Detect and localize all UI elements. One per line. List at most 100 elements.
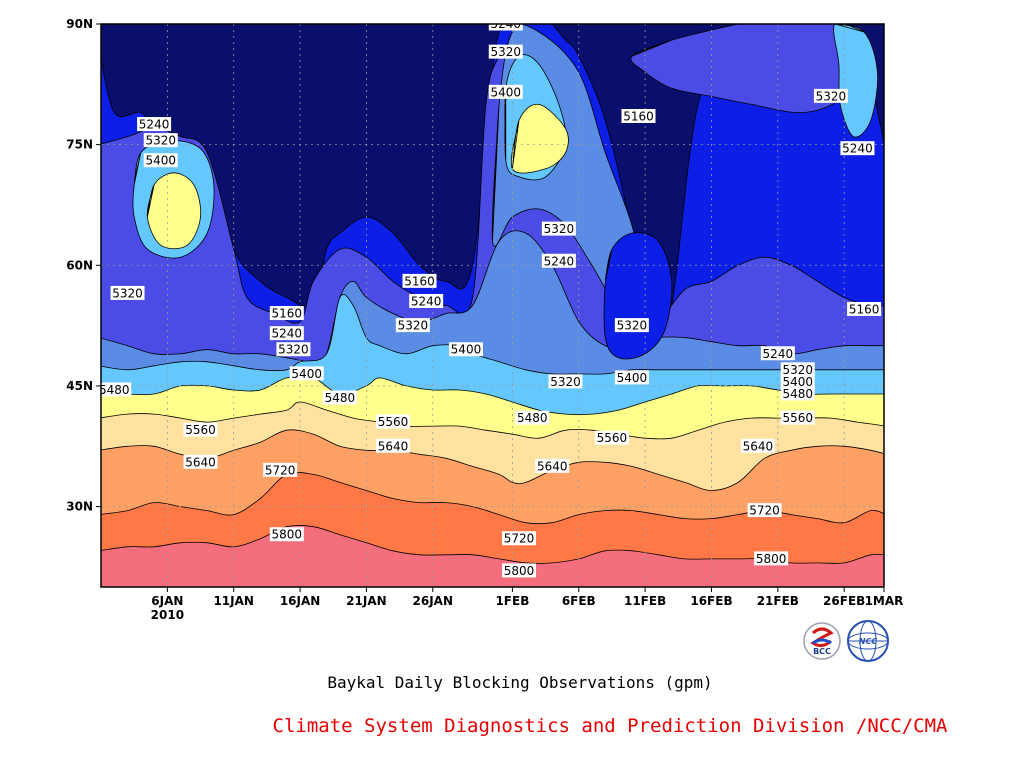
contour-label-5800: 5800 <box>754 551 789 566</box>
y-tick-label: 90N <box>66 17 93 31</box>
contour-label-5560: 5560 <box>183 422 218 437</box>
x-tick-label: 6FEB <box>562 594 596 608</box>
contour-label-5160: 5160 <box>621 108 656 123</box>
contour-label-box <box>535 458 570 473</box>
contour-label-text: 5320 <box>398 319 429 333</box>
contour-label-5240: 5240 <box>840 141 875 156</box>
contour-label-box <box>183 422 218 437</box>
ncc-logo: NCC <box>847 620 889 662</box>
contour-label-box <box>143 153 178 168</box>
contour-label-5160: 5160 <box>269 306 304 321</box>
contour-label-5800: 5800 <box>502 563 537 578</box>
contour-label-box <box>541 221 576 236</box>
contour-label-5400: 5400 <box>448 342 483 357</box>
contour-label-box <box>614 318 649 333</box>
contour-label-box <box>541 253 576 268</box>
contour-label-5640: 5640 <box>375 438 410 453</box>
contour-label-text: 5240 <box>763 347 794 361</box>
x-tick-label: 11FEB <box>624 594 666 608</box>
contour-label-5320: 5320 <box>143 133 178 148</box>
x-tick-label: 1FEB <box>495 594 529 608</box>
contour-label-5400: 5400 <box>614 370 649 385</box>
contour-label-5240: 5240 <box>760 346 795 361</box>
contour-label-box <box>760 346 795 361</box>
contour-label-5640: 5640 <box>535 458 570 473</box>
contour-label-text: 5240 <box>139 118 170 132</box>
contour-label-box <box>183 454 218 469</box>
contour-label-text: 5640 <box>743 439 774 453</box>
contour-label-box <box>847 302 882 317</box>
contour-label-5480: 5480 <box>780 386 815 401</box>
contour-label-box <box>137 117 172 132</box>
chart-caption: Baykal Daily Blocking Observations (gpm) <box>327 673 712 692</box>
contour-label-text: 5240 <box>272 327 303 341</box>
contour-label-box <box>409 293 444 308</box>
contour-label-box <box>780 410 815 425</box>
contour-label-box <box>289 366 324 381</box>
contour-label-box <box>594 430 629 445</box>
contour-label-text: 5800 <box>756 552 787 566</box>
contour-label-box <box>101 382 132 397</box>
x-tick-label: 1MAR <box>865 594 904 608</box>
contour-label-text: 5320 <box>278 343 309 357</box>
contour-label-5240: 5240 <box>269 326 304 341</box>
contour-label-text: 5720 <box>504 532 535 546</box>
contour-label-box <box>263 462 298 477</box>
contour-label-5320: 5320 <box>614 318 649 333</box>
contour-label-box <box>488 84 523 99</box>
credit-line: Climate System Diagnostics and Predictio… <box>273 715 948 737</box>
contour-label-text: 5400 <box>490 85 521 99</box>
contour-label-box <box>269 527 304 542</box>
contour-label-box <box>110 285 145 300</box>
contour-label-5320: 5320 <box>813 88 848 103</box>
contour-label-box <box>780 386 815 401</box>
contour-label-5320: 5320 <box>276 342 311 357</box>
contour-label-text: 5160 <box>623 109 654 123</box>
contour-label-text: 5480 <box>325 391 356 405</box>
contour-label-box <box>269 306 304 321</box>
contour-label-5560: 5560 <box>594 430 629 445</box>
contour-label-box <box>621 108 656 123</box>
contour-label-box <box>813 88 848 103</box>
contour-label-5640: 5640 <box>740 438 775 453</box>
contour-label-box <box>143 133 178 148</box>
contour-label-box <box>448 342 483 357</box>
contour-label-text: 5480 <box>517 411 548 425</box>
contour-label-text: 5480 <box>782 387 813 401</box>
contour-label-5160: 5160 <box>847 302 882 317</box>
contour-label-5320: 5320 <box>488 44 523 59</box>
contour-label-5480: 5480 <box>101 382 132 397</box>
contour-label-5480: 5480 <box>515 410 550 425</box>
contour-label-text: 5240 <box>411 294 442 308</box>
contour-label-box <box>375 438 410 453</box>
y-tick-label: 30N <box>66 500 93 514</box>
contour-label-5240: 5240 <box>488 24 523 31</box>
contour-label-box <box>548 374 583 389</box>
contour-label-box <box>502 563 537 578</box>
y-tick-label: 60N <box>66 258 93 272</box>
contour-label-text: 5400 <box>617 371 648 385</box>
contour-label-text: 5320 <box>490 45 521 59</box>
contour-label-text: 5320 <box>550 375 581 389</box>
contour-label-text: 5160 <box>272 307 303 321</box>
contour-label-text: 5640 <box>378 439 409 453</box>
contour-label-text: 5240 <box>842 142 873 156</box>
contour-label-text: 5320 <box>782 363 813 377</box>
y-tick-label: 45N <box>66 379 93 393</box>
x-tick-label: 21JAN <box>346 594 387 608</box>
contour-label-text: 5160 <box>404 274 435 288</box>
contour-label-box <box>740 438 775 453</box>
contour-label-text: 5560 <box>782 411 813 425</box>
contour-label-5400: 5400 <box>780 374 815 389</box>
ncc-logo-text: NCC <box>859 637 878 646</box>
contour-label-text: 5640 <box>537 459 568 473</box>
contour-label-5800: 5800 <box>269 527 304 542</box>
contour-labels: 5240532054005160532052405240532054005320… <box>101 24 882 578</box>
contour-label-text: 5800 <box>272 528 303 542</box>
plot-frame <box>100 23 885 588</box>
contour-label-5560: 5560 <box>780 410 815 425</box>
contour-label-5720: 5720 <box>263 462 298 477</box>
contour-label-box <box>375 414 410 429</box>
